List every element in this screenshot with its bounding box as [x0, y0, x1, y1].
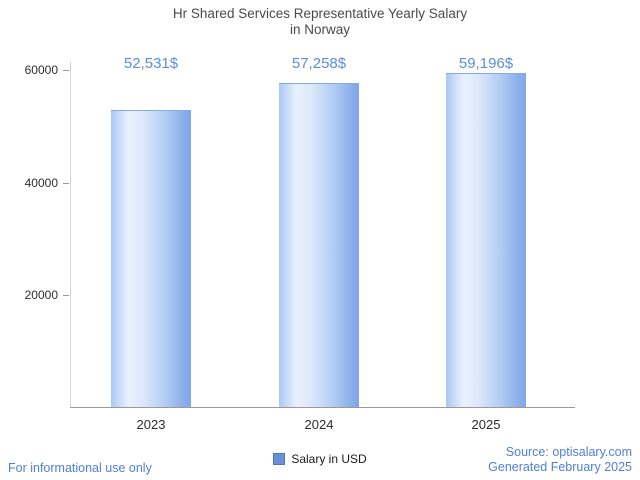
generated-date: Generated February 2025 — [488, 460, 632, 475]
x-axis-line — [70, 407, 575, 408]
source-link[interactable]: Source: optisalary.com — [505, 444, 632, 459]
bar-2023 — [111, 110, 191, 407]
y-axis-tick-label: 40000 — [24, 175, 58, 190]
bar-group-2025: 59,196$ 2025 — [446, 55, 526, 432]
y-axis-tick-mark — [63, 70, 69, 71]
x-axis-label-2024: 2024 — [304, 417, 334, 432]
footer-source-block: Source: optisalary.com Generated Februar… — [488, 445, 632, 476]
bar-group-2023: 52,531$ 2023 — [111, 55, 191, 432]
y-axis-line — [70, 62, 71, 408]
bar-2025 — [446, 72, 526, 407]
disclaimer-text: For informational use only — [8, 461, 152, 475]
x-axis-label-2025: 2025 — [471, 417, 501, 432]
bar-value-label-2024: 57,258$ — [291, 55, 347, 72]
chart-title: Hr Shared Services Representative Yearly… — [0, 6, 640, 38]
y-axis-tick-mark — [63, 295, 69, 297]
x-axis-label-2023: 2023 — [136, 417, 166, 432]
bar-value-label-2023: 52,531$ — [123, 55, 179, 72]
bar-2024 — [279, 83, 359, 407]
y-axis-tick-label: 60000 — [24, 63, 58, 77]
legend: Salary in USD — [0, 452, 640, 468]
chart-title-line2: in Norway — [289, 22, 351, 38]
chart-title-line1: Hr Shared Services Representative Yearly… — [172, 6, 468, 21]
plot-area: 20000 40000 60000 52,531$ 2023 57,258$ 2… — [25, 55, 575, 432]
y-axis-tick-label: 20000 — [24, 288, 58, 303]
y-axis-tick-mark — [63, 182, 69, 184]
legend-swatch-icon — [273, 453, 286, 465]
bar-value-label-2025: 59,196$ — [458, 55, 514, 72]
legend-label: Salary in USD — [291, 452, 367, 466]
bar-group-2024: 57,258$ 2024 — [279, 55, 359, 432]
